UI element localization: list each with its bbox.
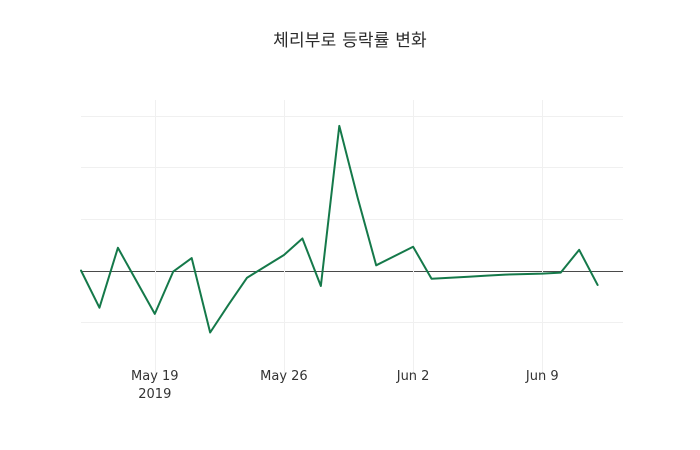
x-axis-tick-label: May 19 2019 — [131, 368, 179, 404]
x-axis-tick-sub: 2019 — [138, 387, 172, 402]
chart-title: 체리부로 등락률 변화 — [273, 31, 427, 51]
gridline-horizontal — [81, 322, 623, 324]
x-axis-tick-main: Jun 2 — [396, 369, 430, 384]
x-axis-tick-main: May 26 — [260, 369, 308, 384]
gridline-vertical — [283, 100, 285, 378]
series-polyline — [80, 124, 599, 334]
line-series — [80, 124, 599, 334]
x-axis-tick-main: May 19 — [131, 369, 179, 384]
gridline-horizontal — [81, 115, 623, 117]
x-axis-tick-label: Jun 9 — [526, 368, 559, 386]
gridline-vertical — [154, 100, 156, 378]
zero-baseline — [81, 270, 623, 272]
x-axis-tick-main: Jun 9 — [525, 369, 559, 384]
gridline-vertical — [413, 100, 415, 378]
x-axis-tick-label: Jun 2 — [397, 368, 430, 386]
gridline-horizontal — [81, 218, 623, 220]
x-axis-tick-label: May 26 — [260, 368, 308, 386]
gridline-horizontal — [81, 167, 623, 169]
gridline-vertical — [542, 100, 544, 378]
